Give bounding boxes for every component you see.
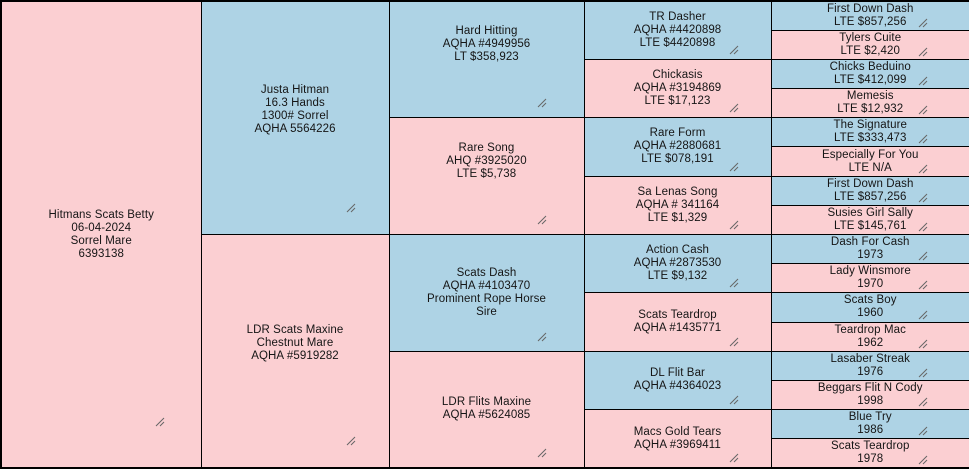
horse-info-text: Dash For Cash 1973 [830, 236, 910, 262]
resize-grip-icon[interactable] [917, 250, 928, 261]
cell-ddsd-beggars-flit-n-cody[interactable]: Beggars Flit N Cody 1998 [770, 379, 969, 411]
horse-info-text: First Down Dash LTE $857,256 [827, 2, 914, 28]
cell-ddds-blue-try[interactable]: Blue Try 1986 [770, 409, 969, 440]
resize-grip-icon[interactable] [536, 97, 547, 108]
horse-info-text: Scats Teardrop 1978 [830, 440, 910, 466]
horse-info-text: Scats Teardrop AQHA #1435771 [633, 309, 722, 335]
horse-info-text: The Signature LTE $333,473 [833, 119, 908, 145]
resize-grip-icon[interactable] [917, 104, 928, 115]
resize-grip-icon[interactable] [728, 219, 739, 230]
horse-info-text: Action Cash AQHA #2873530 LTE $9,132 [633, 244, 722, 283]
horse-info-text: Scats Boy 1960 [843, 294, 897, 320]
resize-grip-icon[interactable] [728, 394, 739, 405]
resize-grip-icon[interactable] [917, 163, 928, 174]
cell-ssds-chicks-beduino[interactable]: Chicks Beduino LTE $412,099 [770, 58, 969, 90]
cell-sire-justa-hitman[interactable]: Justa Hitman 16.3 Hands 1300# Sorrel AQH… [200, 0, 390, 235]
cell-ss-hard-hitting[interactable]: Hard Hitting AQHA #4949956 LT $358,923 [388, 0, 585, 119]
resize-grip-icon[interactable] [917, 309, 928, 320]
horse-info-text: Susies Girl Sally LTE $145,761 [827, 206, 913, 232]
resize-grip-icon[interactable] [345, 202, 356, 213]
cell-dddd-scats-teardrop[interactable]: Scats Teardrop 1978 [770, 438, 969, 469]
cell-dds-dl-flit-bar[interactable]: DL Flit Bar AQHA #4364023 [583, 350, 772, 411]
cell-dsds-scats-boy[interactable]: Scats Boy 1960 [770, 292, 969, 323]
resize-grip-icon[interactable] [917, 454, 928, 465]
horse-info-text: Beggars Flit N Cody 1998 [817, 382, 923, 408]
cell-dsss-dash-for-cash[interactable]: Dash For Cash 1973 [770, 233, 969, 265]
resize-grip-icon[interactable] [917, 338, 928, 349]
cell-ssdd-memesis[interactable]: Memesis LTE $12,932 [770, 88, 969, 119]
horse-info-text: Chicks Beduino LTE $412,099 [829, 60, 911, 86]
horse-info-text: First Down Dash LTE $857,256 [827, 177, 914, 203]
resize-grip-icon[interactable] [917, 46, 928, 57]
horse-info-text: Memesis LTE $12,932 [837, 90, 904, 116]
cell-dd-ldr-flits-maxine[interactable]: LDR Flits Maxine AQHA #5624085 [388, 350, 585, 469]
horse-info-text: Rare Song AHQ #3925020 LTE $5,738 [446, 141, 527, 180]
resize-grip-icon[interactable] [917, 425, 928, 436]
cell-ddd-macs-gold-tears[interactable]: Macs Gold Tears AQHA #3969411 [583, 409, 772, 469]
cell-subject-hitmans-scats-betty[interactable]: Hitmans Scats Betty 06-04-2024 Sorrel Ma… [0, 0, 202, 469]
resize-grip-icon[interactable] [917, 133, 928, 144]
resize-grip-icon[interactable] [345, 435, 356, 446]
cell-sd-rare-song[interactable]: Rare Song AHQ #3925020 LTE $5,738 [388, 117, 585, 235]
resize-grip-icon[interactable] [536, 447, 547, 458]
cell-dss-action-cash[interactable]: Action Cash AQHA #2873530 LTE $9,132 [583, 233, 772, 294]
horse-info-text: Teardrop Mac 1962 [834, 323, 906, 349]
cell-sddd-susies-girl-sally[interactable]: Susies Girl Sally LTE $145,761 [770, 204, 969, 236]
resize-grip-icon[interactable] [917, 367, 928, 378]
cell-sds-rare-form[interactable]: Rare Form AQHA #2880681 LTE $078,191 [583, 117, 772, 177]
resize-grip-icon[interactable] [917, 396, 928, 407]
resize-grip-icon[interactable] [728, 161, 739, 172]
horse-info-text: Hard Hitting AQHA #4949956 LT $358,923 [442, 25, 531, 64]
resize-grip-icon[interactable] [917, 75, 928, 86]
horse-info-text: TR Dasher AQHA #4420898 LTE $4420898 [633, 10, 722, 49]
resize-grip-icon[interactable] [917, 192, 928, 203]
cell-ds-scats-dash[interactable]: Scats Dash AQHA #4103470 Prominent Rope … [388, 234, 585, 352]
cell-dssd-lady-winsmore[interactable]: Lady Winsmore 1970 [770, 263, 969, 294]
resize-grip-icon[interactable] [728, 102, 739, 113]
cell-ddss-lasaber-streak[interactable]: Lasaber Streak 1976 [770, 350, 969, 381]
cell-sdd-sa-lenas-song[interactable]: Sa Lenas Song AQHA # 341164 LTE $1,329 [583, 175, 772, 236]
horse-info-text: DL Flit Bar AQHA #4364023 [633, 367, 722, 393]
horse-info-text: Hitmans Scats Betty 06-04-2024 Sorrel Ma… [48, 208, 154, 260]
resize-grip-icon[interactable] [917, 279, 928, 290]
horse-info-text: LDR Scats Maxine Chestnut Mare AQHA #591… [246, 323, 344, 362]
cell-sdss-the-signature[interactable]: The Signature LTE $333,473 [770, 117, 969, 148]
resize-grip-icon[interactable] [728, 336, 739, 347]
resize-grip-icon[interactable] [154, 416, 165, 427]
horse-info-text: LDR Flits Maxine AQHA #5624085 [441, 396, 532, 422]
cell-dsd-scats-teardrop[interactable]: Scats Teardrop AQHA #1435771 [583, 292, 772, 352]
resize-grip-icon[interactable] [728, 452, 739, 463]
horse-info-text: Blue Try 1986 [848, 411, 892, 437]
resize-grip-icon[interactable] [728, 277, 739, 288]
horse-info-text: Rare Form AQHA #2880681 LTE $078,191 [633, 127, 722, 166]
cell-sdds-first-down-dash[interactable]: First Down Dash LTE $857,256 [770, 175, 969, 206]
resize-grip-icon[interactable] [917, 221, 928, 232]
cell-sdsd-especially-for-you[interactable]: Especially For You LTE N/A [770, 146, 969, 177]
horse-info-text: Scats Dash AQHA #4103470 Prominent Rope … [427, 266, 546, 318]
resize-grip-icon[interactable] [728, 44, 739, 55]
cell-dam-ldr-scats-maxine[interactable]: LDR Scats Maxine Chestnut Mare AQHA #591… [200, 234, 390, 469]
cell-sssd-tylers-cuite[interactable]: Tylers Cuite LTE $2,420 [770, 29, 969, 60]
horse-info-text: Lady Winsmore 1970 [829, 265, 911, 291]
resize-grip-icon[interactable] [536, 331, 547, 342]
resize-grip-icon[interactable] [917, 17, 928, 28]
horse-info-text: Tylers Cuite LTE $2,420 [839, 31, 902, 57]
cell-sss-tr-dasher[interactable]: TR Dasher AQHA #4420898 LTE $4420898 [583, 0, 772, 60]
horse-info-text: Sa Lenas Song AQHA # 341164 LTE $1,329 [635, 185, 720, 224]
horse-info-text: Lasaber Streak 1976 [830, 352, 910, 378]
horse-info-text: Macs Gold Tears AQHA #3969411 [633, 425, 722, 451]
cell-dsdd-teardrop-mac[interactable]: Teardrop Mac 1962 [770, 321, 969, 352]
horse-info-text: Justa Hitman 16.3 Hands 1300# Sorrel AQH… [254, 84, 336, 135]
horse-info-text: Especially For You LTE N/A [822, 148, 919, 174]
cell-ssd-chickasis[interactable]: Chickasis AQHA #3194869 LTE $17,123 [583, 58, 772, 119]
horse-info-text: Chickasis AQHA #3194869 LTE $17,123 [633, 69, 722, 108]
resize-grip-icon[interactable] [536, 214, 547, 225]
cell-ssss-first-down-dash[interactable]: First Down Dash LTE $857,256 [770, 0, 969, 31]
